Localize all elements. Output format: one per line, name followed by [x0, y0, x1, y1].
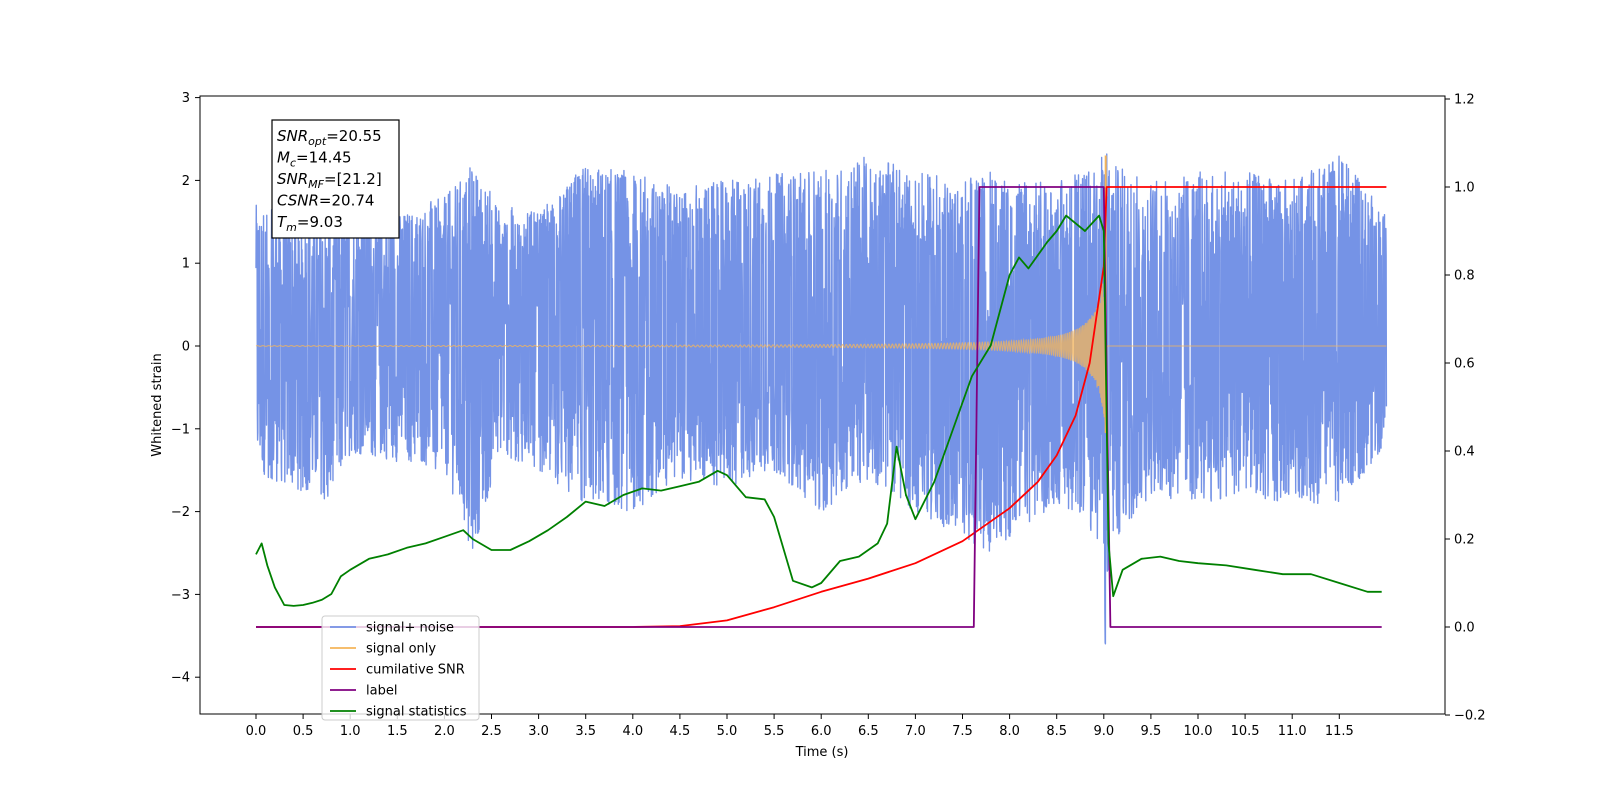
x-tick-label: 8.5: [1046, 724, 1067, 739]
x-tick-label: 0.5: [293, 724, 314, 739]
y-tick-label: 0: [182, 340, 190, 355]
x-tick-label: 1.5: [387, 724, 408, 739]
legend-entry-label: label: [366, 684, 397, 699]
plot-area: [255, 153, 1388, 645]
x-tick-label: 9.0: [1093, 724, 1114, 739]
y2-tick-label: 1.0: [1454, 181, 1475, 196]
info-box-frame: [271, 119, 400, 239]
y-tick-label: −1: [171, 422, 190, 437]
axes-frame: [199, 95, 1446, 715]
series-layer: [255, 153, 1388, 645]
y-tick-label: −3: [171, 588, 190, 603]
y-tick-label: 1: [182, 257, 190, 272]
x-tick-label: 9.5: [1141, 724, 1162, 739]
x-tick-label: 10.0: [1184, 724, 1213, 739]
x-axis-label: Time (s): [795, 745, 849, 760]
x-tick-label: 7.5: [952, 724, 973, 739]
x-axis: 0.0 0.5 1.0 1.5 2.0 2.5 3.0 3.5 4.0 4.5 5.0 5.5 6.0 6…: [246, 714, 1354, 739]
legend-entry-label: signal only: [366, 642, 436, 657]
info-box-line: SNRopt=20.55: [277, 127, 382, 148]
y2-tick-label: 0.4: [1454, 445, 1475, 460]
x-tick-label: 1.0: [340, 724, 361, 739]
series-line-signal-only: [255, 274, 1387, 422]
y2-tick-label: 0.0: [1454, 621, 1475, 636]
x-tick-label: 3.5: [575, 724, 596, 739]
y2-tick-label: 0.8: [1454, 269, 1475, 284]
x-tick-label: 11.0: [1278, 724, 1307, 739]
series-line-label: [256, 186, 1382, 628]
x-tick-label: 3.0: [528, 724, 549, 739]
legend-frame: [321, 615, 480, 721]
info-box: SNRopt=20.55Mc=14.45SNRMF=[21.2]CSNR=20.…: [271, 119, 400, 239]
x-tick-label: 7.0: [905, 724, 926, 739]
x-tick-label: 4.5: [670, 724, 691, 739]
y-axis-right: 1.2 1.0 0.8 0.6 0.4 0.2 0.0 −0.2: [1445, 93, 1486, 724]
series-line-signal-statistics: [255, 214, 1382, 607]
y-tick-label: −2: [171, 505, 190, 520]
x-tick-label: 6.0: [811, 724, 832, 739]
x-tick-label: 8.0: [999, 724, 1020, 739]
info-box-line: CSNR=20.74: [277, 192, 374, 210]
y2-tick-label: −0.2: [1454, 709, 1486, 724]
info-box-line: Mc=14.45: [277, 149, 352, 170]
y2-tick-label: 0.2: [1454, 533, 1475, 548]
y-tick-label: 3: [182, 91, 190, 106]
x-tick-label: 0.0: [246, 724, 267, 739]
y-tick-label: 2: [182, 174, 190, 189]
legend: signal+ noise signal only cumilative SNR la…: [321, 615, 480, 721]
x-tick-label: 4.0: [622, 724, 643, 739]
y2-tick-label: 0.6: [1454, 357, 1475, 372]
x-tick-label: 2.5: [481, 724, 502, 739]
x-tick-label: 11.5: [1325, 724, 1354, 739]
series-line-signal-noise: [255, 153, 1388, 645]
info-box-line: Tm=9.03: [277, 213, 343, 234]
x-tick-label: 6.5: [858, 724, 879, 739]
x-tick-label: 5.0: [717, 724, 738, 739]
legend-entry-label: signal statistics: [366, 705, 467, 720]
legend-entry-label: signal+ noise: [366, 621, 454, 636]
x-tick-label: 2.0: [434, 724, 455, 739]
x-tick-label: 5.5: [764, 724, 785, 739]
series-line-cumilative-snr: [256, 186, 1387, 628]
y2-tick-label: 1.2: [1454, 93, 1475, 108]
info-box-line: SNRMF=[21.2]: [277, 170, 382, 191]
y-axis-label: Whitened strain: [150, 353, 165, 456]
y-tick-label: −4: [171, 671, 190, 686]
legend-entry-label: cumilative SNR: [366, 663, 465, 678]
y-axis-left: 3 2 1 0 −1 −2 −3 −4: [171, 91, 200, 686]
x-tick-label: 10.5: [1231, 724, 1260, 739]
